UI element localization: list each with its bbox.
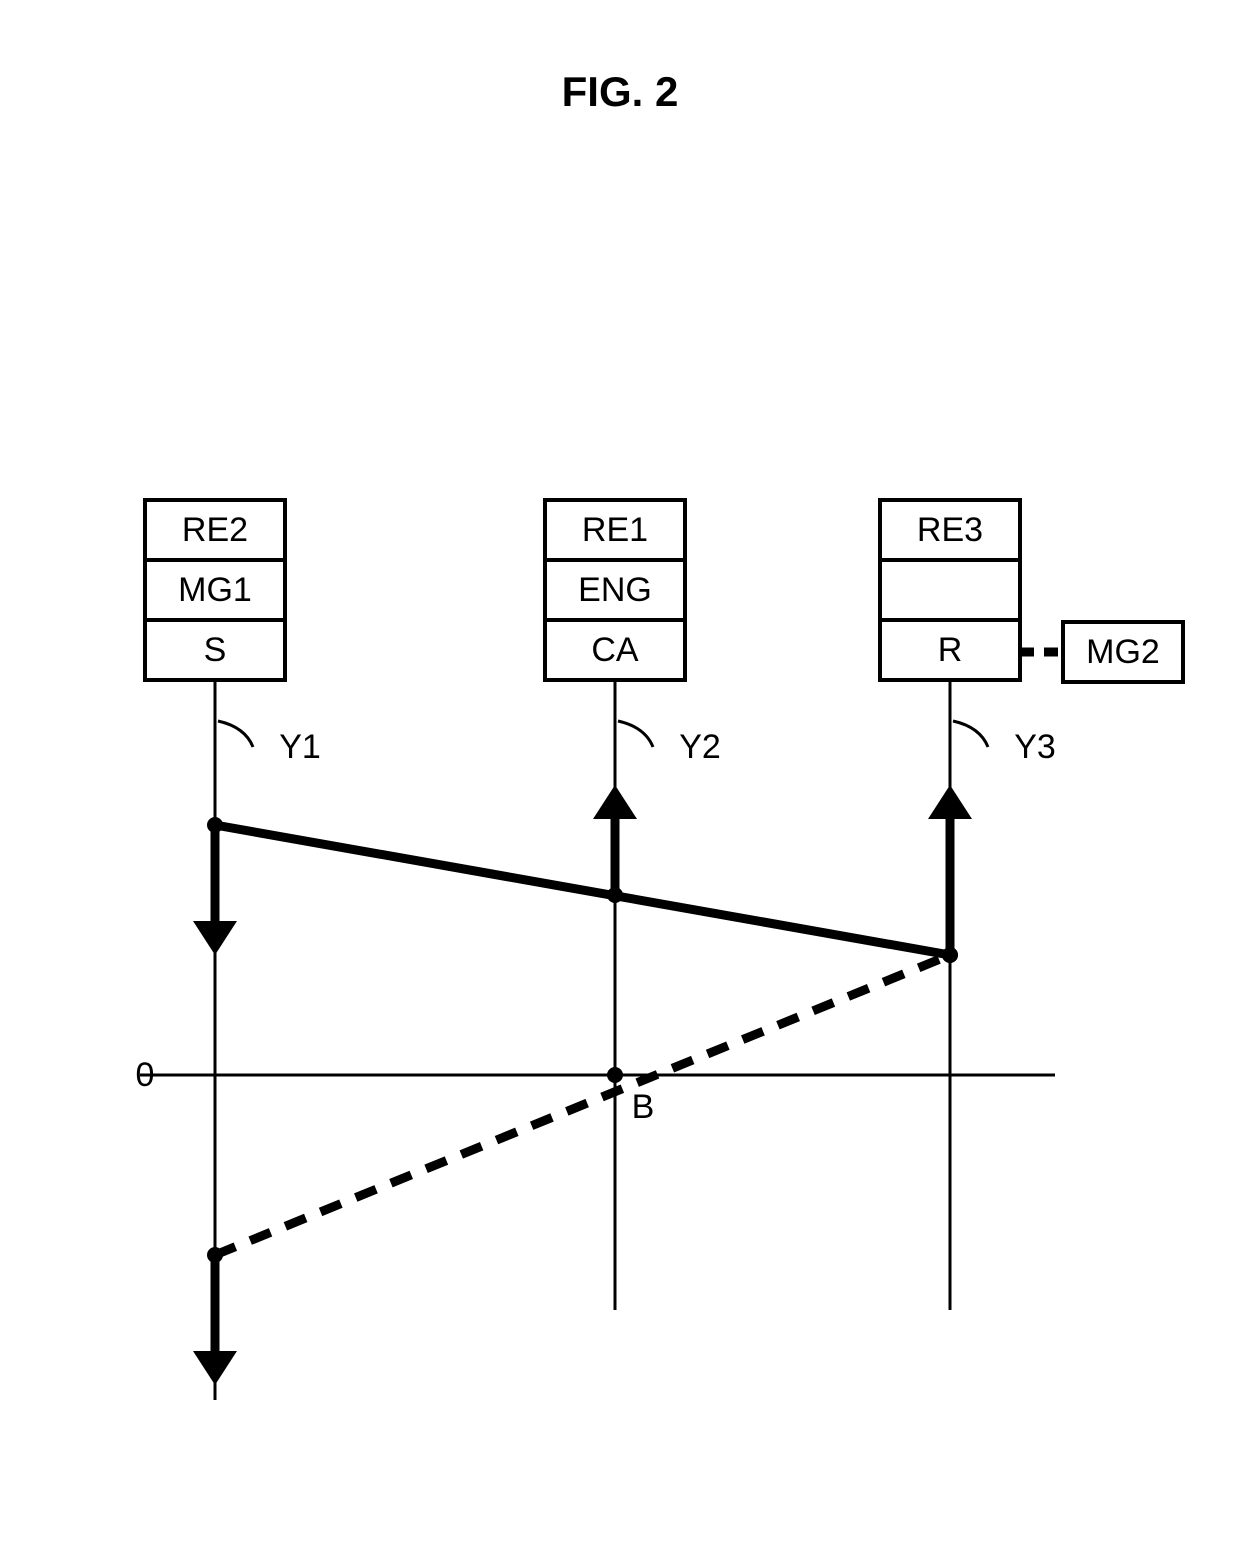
data-dot-4 xyxy=(607,1067,623,1083)
solid-data-line xyxy=(215,825,950,955)
dashed-data-line xyxy=(215,955,950,1255)
axis-label-Y2: Y2 xyxy=(679,728,721,766)
col-Y1-cell-0-label: RE2 xyxy=(182,511,248,549)
col-Y3-cell-2-label: R xyxy=(938,631,963,669)
axis-label-Y3: Y3 xyxy=(1014,728,1056,766)
col-Y2-cell-1-label: ENG xyxy=(578,571,652,609)
figure-title: FIG. 2 xyxy=(562,68,679,115)
col-Y1-cell-2-label: S xyxy=(204,631,227,669)
arrow-0-head xyxy=(193,921,237,955)
b-label: B xyxy=(632,1088,655,1126)
col-Y1-cell-1-label: MG1 xyxy=(178,571,252,609)
arrow-2-head xyxy=(593,785,637,819)
zero-label: 0 xyxy=(136,1056,155,1094)
tick-Y2 xyxy=(618,721,653,747)
tick-Y3 xyxy=(953,721,988,747)
col-Y2-cell-0-label: RE1 xyxy=(582,511,648,549)
col-Y3-cell-1 xyxy=(880,560,1020,620)
col-Y3-cell-0-label: RE3 xyxy=(917,511,983,549)
arrow-3-head xyxy=(928,785,972,819)
axis-label-Y1: Y1 xyxy=(279,728,321,766)
mg2-label: MG2 xyxy=(1086,633,1160,671)
col-Y2-cell-2-label: CA xyxy=(591,631,639,669)
arrow-1-head xyxy=(193,1351,237,1385)
tick-Y1 xyxy=(218,721,253,747)
